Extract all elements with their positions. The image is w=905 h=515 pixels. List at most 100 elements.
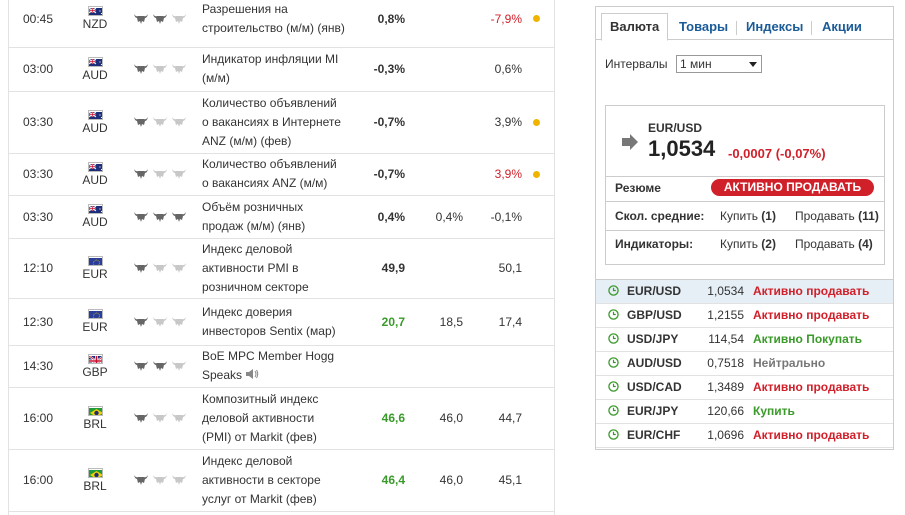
tab-indices[interactable]: Индексы <box>746 19 804 34</box>
currency-cell: AUD <box>69 195 121 238</box>
event-name[interactable]: Индекс доверия инвесторов Sentix (мар) <box>202 298 352 345</box>
previous-value: -7,9% <box>490 11 522 26</box>
importance-rating <box>133 153 193 195</box>
pair-signal: Нейтрально <box>753 356 826 370</box>
pair-signal: Активно продавать <box>753 380 870 394</box>
forecast-value <box>409 91 463 153</box>
calendar-row[interactable]: 16:00 BRL Композитный индекс деловой активн… <box>9 387 554 450</box>
importance-rating <box>133 0 193 47</box>
event-name-line: Разрешения на <box>202 1 288 16</box>
divider <box>606 230 884 231</box>
event-name[interactable]: Объём розничных продаж (м/м) (янв) <box>202 195 352 238</box>
flag-au-icon <box>87 109 103 120</box>
event-time: 00:45 <box>22 11 54 26</box>
currency-code: NZD <box>82 17 108 31</box>
bull-icon <box>152 13 168 25</box>
tab-stocks[interactable]: Акции <box>822 19 862 34</box>
calendar-row[interactable]: 03:30 AUD Количество объявлений о вакансиях… <box>9 91 554 154</box>
bull-icon <box>133 474 149 486</box>
pair-value: 120,66 <box>707 404 744 418</box>
calendar-row[interactable]: 00:45 NZD Разрешения на строительство (м/м)… <box>9 0 554 48</box>
event-name[interactable]: Количество объявлений о вакансиях в Интер… <box>202 91 352 153</box>
calendar-row[interactable]: 12:10 EUR Индекс деловой активности PMI в ро… <box>9 238 554 299</box>
technical-summary-widget: Валюта Товары Индексы Акции Интервалы 1 … <box>595 6 894 450</box>
pair-name[interactable]: USD/JPY <box>627 332 679 346</box>
event-name-line: строительство (м/м) (янв) <box>202 20 345 35</box>
bull-icon <box>171 316 187 328</box>
calendar-row[interactable]: 03:00 AUD Индикатор инфляции MI (м/м) -0,3% 0… <box>9 47 554 92</box>
summary-price: 1,0534 <box>648 136 716 161</box>
pair-row[interactable]: USD/JPY 114,54 Активно Покупать <box>596 328 893 352</box>
bull-icon <box>171 360 187 372</box>
pair-row[interactable]: AUD/USD 0,7518 Нейтрально <box>596 352 893 376</box>
event-name-line: активности PMI в <box>202 260 299 275</box>
event-time: 12:10 <box>22 261 54 275</box>
ind-buy-count: (2) <box>761 237 776 251</box>
calendar-row[interactable]: 16:00 BRL Индекс деловой активности в секто… <box>9 449 554 512</box>
pair-value: 1,0696 <box>707 428 744 442</box>
ind-buy-label: Купить <box>720 237 758 251</box>
revised-dot-icon <box>533 170 540 178</box>
flag-au-icon <box>87 6 103 16</box>
pair-value: 1,0534 <box>707 284 744 298</box>
calendar-row[interactable]: 03:30 AUD Количество объявлений о вакансиях… <box>9 153 554 196</box>
pair-name[interactable]: GBP/USD <box>627 308 682 322</box>
tab-currency[interactable]: Валюта <box>601 13 669 41</box>
previous-value: 50,1 <box>498 261 522 275</box>
calendar-row[interactable]: 14:30 GBP BoE MPC Member Hogg Speaks <box>9 345 554 388</box>
divider <box>606 201 884 202</box>
forecast-value <box>409 47 463 91</box>
currency-cell: EUR <box>69 238 121 298</box>
pair-row[interactable]: USD/CAD 1,3489 Активно продавать <box>596 376 893 400</box>
event-name-line: услуг от Markit (фев) <box>202 491 317 506</box>
event-time: 03:30 <box>22 115 54 129</box>
bull-icon <box>171 63 187 75</box>
pair-signal: Активно продавать <box>753 428 870 442</box>
pair-row[interactable]: GBP/USD 1,2155 Активно продавать <box>596 304 893 328</box>
flag-au-icon <box>87 56 103 67</box>
pair-row[interactable]: EUR/CHF 1,0696 Активно продавать <box>596 424 893 448</box>
calendar-row[interactable]: 12:30 EUR Индекс доверия инвесторов Sentix … <box>9 298 554 346</box>
ma-sell-label: Продавать <box>795 209 855 223</box>
importance-rating <box>133 387 193 449</box>
interval-select[interactable]: 1 мин <box>676 55 762 73</box>
pair-name[interactable]: EUR/USD <box>627 284 682 298</box>
pair-signal: Купить <box>753 404 795 418</box>
event-name[interactable]: BoE MPC Member Hogg Speaks <box>202 345 352 387</box>
tab-separator <box>811 21 812 35</box>
bull-icon <box>133 360 149 372</box>
pair-name[interactable]: EUR/CHF <box>627 428 681 442</box>
tab-separator <box>736 21 737 35</box>
forecast-value <box>409 238 463 298</box>
flag-br-icon <box>87 467 103 478</box>
event-name-line: розничном секторе <box>202 279 309 294</box>
actual-value <box>349 345 405 387</box>
currency-cell: AUD <box>69 47 121 91</box>
clock-icon <box>608 405 619 416</box>
pair-name[interactable]: AUD/USD <box>627 356 682 370</box>
actual-value: 20,7 <box>381 314 405 329</box>
event-name[interactable]: Композитный индекс деловой активности (PMI… <box>202 387 352 449</box>
ma-buy-count: (1) <box>761 209 776 223</box>
event-time: 14:30 <box>22 359 54 373</box>
summary-pair[interactable]: EUR/USD <box>648 121 703 135</box>
calendar-row[interactable]: 03:30 AUD Объём розничных продаж (м/м) (янв… <box>9 195 554 239</box>
event-name[interactable]: Разрешения на строительство (м/м) (янв) <box>202 0 352 47</box>
event-name[interactable]: Индекс деловой активности в секторе услуг … <box>202 449 352 511</box>
pair-row[interactable]: EUR/USD 1,0534 Активно продавать <box>596 279 893 304</box>
ind-sell-label: Продавать <box>795 237 855 251</box>
tab-commodities[interactable]: Товары <box>679 19 729 34</box>
importance-rating <box>133 238 193 298</box>
pair-name[interactable]: EUR/JPY <box>627 404 679 418</box>
event-name[interactable]: Количество объявлений о вакансиях ANZ (м/… <box>202 153 352 195</box>
event-name[interactable]: Индекс деловой активности PMI в розничном … <box>202 238 352 298</box>
pair-row[interactable]: EUR/JPY 120,66 Купить <box>596 400 893 424</box>
flag-gb-icon <box>87 353 103 364</box>
previous-value: 0,6% <box>494 62 522 76</box>
clock-icon <box>608 333 619 344</box>
pair-name[interactable]: USD/CAD <box>627 380 682 394</box>
event-name[interactable]: Индикатор инфляции MI (м/м) <box>202 47 352 91</box>
importance-rating <box>133 195 193 238</box>
resume-label: Резюме <box>615 181 661 195</box>
bull-icon <box>133 13 149 25</box>
